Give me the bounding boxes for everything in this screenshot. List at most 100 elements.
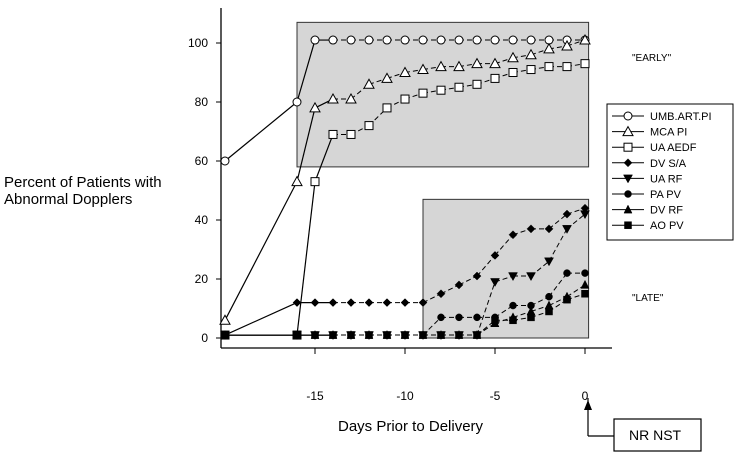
data-point xyxy=(472,79,482,89)
series-segment xyxy=(530,305,550,312)
data-point xyxy=(220,156,230,166)
legend-marker xyxy=(622,125,634,137)
data-point xyxy=(381,72,393,83)
data-point xyxy=(401,331,409,339)
data-point xyxy=(436,289,446,299)
data-point xyxy=(418,88,428,98)
data-point xyxy=(365,331,373,339)
data-point xyxy=(545,292,553,301)
series-segment xyxy=(296,181,316,336)
data-point xyxy=(545,307,553,316)
data-point xyxy=(491,316,499,325)
legend-marker xyxy=(623,204,633,214)
data-point xyxy=(454,280,464,290)
series-segment xyxy=(548,228,568,262)
data-point xyxy=(291,175,303,187)
legend-marker xyxy=(623,158,633,168)
data-point xyxy=(490,278,500,287)
data-point xyxy=(509,316,517,325)
y-tick-label: 20 xyxy=(195,272,209,286)
series-segment xyxy=(476,281,496,336)
data-point xyxy=(292,97,302,107)
data-point xyxy=(310,35,320,45)
data-point xyxy=(473,331,481,339)
x-tick-label: -10 xyxy=(396,389,414,403)
data-point xyxy=(544,62,554,72)
data-point xyxy=(364,35,374,45)
data-point xyxy=(310,298,320,307)
nr-nst-arrowhead xyxy=(584,400,592,410)
data-point xyxy=(562,209,572,219)
data-point xyxy=(561,39,573,51)
data-point xyxy=(579,34,591,45)
data-point xyxy=(472,271,482,281)
legend-marker xyxy=(623,111,633,121)
data-point xyxy=(544,35,554,45)
data-point xyxy=(526,65,536,75)
data-point xyxy=(543,42,555,54)
legend-marker xyxy=(623,142,633,152)
legend-label: UA AEDF xyxy=(650,142,697,154)
data-point xyxy=(311,331,319,339)
y-tick-label: 100 xyxy=(188,36,208,50)
data-point xyxy=(329,331,337,339)
data-point xyxy=(364,121,374,131)
legend-marker xyxy=(624,221,632,229)
data-point xyxy=(508,272,518,282)
y-ticks: 0 20 40 60 80 100 xyxy=(188,36,221,345)
legend-label: DV RF xyxy=(650,205,683,217)
data-point xyxy=(383,331,391,339)
data-point xyxy=(346,129,356,139)
data-point xyxy=(418,35,428,45)
data-point xyxy=(580,59,590,69)
data-point xyxy=(526,224,536,234)
zone-boxes xyxy=(296,21,590,339)
data-point xyxy=(345,93,357,104)
series-segment xyxy=(296,107,316,182)
series-segment xyxy=(368,77,388,85)
series-segment xyxy=(548,213,568,230)
data-point xyxy=(219,314,231,325)
zone-box-1 xyxy=(422,198,590,339)
data-point xyxy=(328,35,338,45)
data-point xyxy=(310,177,320,187)
data-point xyxy=(471,57,483,69)
data-point xyxy=(508,230,518,240)
data-point xyxy=(437,331,445,339)
legend-marker xyxy=(623,174,633,184)
data-point xyxy=(562,62,572,72)
data-point xyxy=(436,85,446,95)
data-point xyxy=(490,73,500,83)
data-point xyxy=(399,66,411,77)
series-segment xyxy=(224,302,298,336)
nr-nst-annotation: NR NST xyxy=(584,398,702,452)
data-point xyxy=(327,93,339,104)
y-axis-label-line-1: Percent of Patients with xyxy=(4,174,162,191)
data-point xyxy=(562,225,572,234)
series-segment xyxy=(224,181,298,321)
legend-label: UMB.ART.PI xyxy=(650,111,712,123)
y-tick-label: 40 xyxy=(195,213,209,227)
series-segment xyxy=(314,134,334,182)
series-segment xyxy=(566,39,586,47)
y-axis-label-line-2: Abnormal Dopplers xyxy=(4,191,132,208)
data-point xyxy=(581,269,589,277)
series-segment xyxy=(296,39,316,103)
data-point xyxy=(400,298,410,307)
data-point xyxy=(525,48,537,60)
data-point xyxy=(382,103,392,113)
axes xyxy=(220,8,612,349)
legend-label: MCA PI xyxy=(650,127,687,139)
data-point xyxy=(328,129,338,139)
legend-label: PA PV xyxy=(650,189,682,201)
data-point xyxy=(489,57,501,69)
data-point xyxy=(346,35,356,45)
data-point xyxy=(293,331,301,339)
series-segment xyxy=(512,310,532,318)
data-point xyxy=(221,331,229,339)
data-point xyxy=(309,101,321,113)
data-point xyxy=(580,279,590,289)
series-segment xyxy=(458,275,478,286)
data-point xyxy=(382,298,392,307)
legend-label: AO PV xyxy=(650,220,684,232)
